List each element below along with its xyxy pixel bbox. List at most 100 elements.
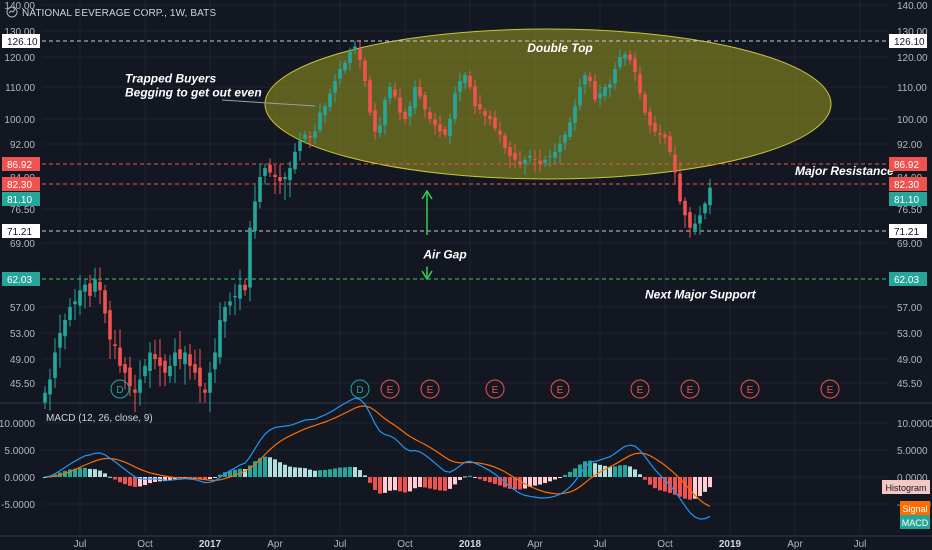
price-tag-label: 81.10	[894, 195, 919, 206]
macd-hist-bar	[233, 469, 237, 477]
price-tick-label: 130.00	[897, 27, 928, 38]
macd-hist-bar	[618, 465, 622, 477]
macd-hist-bar	[653, 477, 657, 489]
macd-hist-bar	[428, 477, 432, 489]
candle-body	[78, 290, 82, 306]
macd-hist-bar	[553, 477, 557, 480]
macd-hist-bar	[343, 467, 347, 477]
macd-hist-bar	[688, 477, 692, 500]
macd-hist-bar	[223, 472, 227, 477]
candles	[43, 40, 712, 413]
macd-hist-bar	[413, 477, 417, 489]
candle-body	[263, 168, 267, 176]
candle-body	[98, 281, 102, 291]
price-tick-label: 53.00	[897, 329, 922, 340]
candle-body	[168, 365, 172, 377]
candle-body	[448, 119, 452, 137]
candle-body	[128, 367, 132, 387]
candle-body	[708, 187, 712, 206]
price-tag	[889, 192, 927, 206]
event-marker-icon	[630, 379, 650, 399]
macd-line	[44, 397, 711, 520]
event-label: E	[427, 385, 434, 396]
candle-body	[423, 95, 427, 110]
macd-hist-bar	[518, 477, 522, 490]
candle-body	[503, 135, 507, 148]
macd-hist-bar	[453, 477, 457, 485]
candle-body	[598, 93, 602, 99]
candle-body	[103, 290, 107, 314]
candle-body	[603, 87, 607, 96]
event-label: E	[557, 385, 564, 396]
candle-body	[378, 125, 382, 134]
candle-body	[203, 389, 207, 393]
candle-body	[273, 174, 277, 177]
macd-hist-bar	[433, 477, 437, 490]
macd-tick-label: 0.0000	[4, 473, 35, 484]
price-tag	[889, 272, 927, 286]
macd-hist-bar	[478, 477, 482, 480]
candle-body	[208, 372, 212, 393]
macd-hist-bar	[508, 477, 512, 489]
price-tag-label: 86.92	[894, 160, 919, 171]
candle-body	[558, 144, 562, 152]
candle-body	[213, 352, 217, 370]
candle-body	[278, 177, 282, 182]
candle-body	[138, 379, 142, 393]
candle-body	[498, 130, 502, 135]
macd-hist-bar	[303, 468, 307, 477]
macd-hist-bar	[628, 466, 632, 477]
event-marker-icon	[820, 379, 840, 399]
annotation-label: Double Top	[527, 41, 593, 55]
annotation-label: Next Major Support	[645, 288, 757, 302]
candle-body	[293, 151, 297, 170]
macd-hist-bar	[443, 477, 447, 491]
candle-body	[633, 58, 637, 72]
macd-hist-bar	[583, 461, 587, 477]
candle-body	[53, 352, 57, 378]
price-tag-label: 86.92	[7, 160, 32, 171]
candle-body	[473, 86, 477, 107]
arrow-head-icon	[421, 270, 433, 281]
macd-hist-bar	[123, 477, 127, 485]
candle-body	[333, 81, 337, 93]
candle-body	[523, 159, 527, 164]
candle-body	[188, 354, 192, 366]
price-tick-label: 92.00	[10, 140, 35, 151]
macd-hist-bar	[333, 468, 337, 477]
time-axis-label: 2019	[719, 539, 742, 550]
macd-hist-bar	[488, 477, 492, 483]
candle-body	[443, 129, 447, 135]
macd-legend-label: Histogram	[885, 483, 926, 493]
price-tag-label: 82.30	[7, 180, 32, 191]
macd-hist-bar	[638, 474, 642, 477]
macd-hist-bar	[533, 477, 537, 486]
time-axis-label: Apr	[527, 539, 543, 550]
candle-body	[538, 160, 542, 164]
macd-hist-bar	[383, 477, 387, 493]
candle-body	[583, 75, 587, 85]
macd-hist-bar	[513, 477, 517, 490]
candle-body	[458, 81, 462, 92]
macd-hist-bar	[78, 467, 82, 477]
macd-hist-bar	[338, 467, 342, 477]
macd-hist-bar	[523, 477, 527, 489]
macd-hist-bar	[113, 477, 117, 480]
price-tick-label: 140.00	[897, 1, 928, 12]
macd-hist-bar	[463, 476, 467, 478]
candle-body	[548, 155, 552, 157]
event-marker-icon	[420, 379, 440, 399]
macd-hist-bar	[288, 466, 292, 477]
macd-hist-bar	[403, 477, 407, 493]
price-tick-label: 130.00	[4, 27, 35, 38]
price-tick-label: 57.00	[897, 303, 922, 314]
macd-hist-bar	[83, 467, 87, 477]
candle-body	[178, 349, 182, 359]
event-marker-icon	[740, 379, 760, 399]
candle-body	[323, 106, 327, 115]
macd-hist-bar	[578, 464, 582, 477]
candle-body	[398, 97, 402, 113]
candle-body	[438, 124, 442, 132]
price-tick-label: 120.00	[4, 53, 35, 64]
